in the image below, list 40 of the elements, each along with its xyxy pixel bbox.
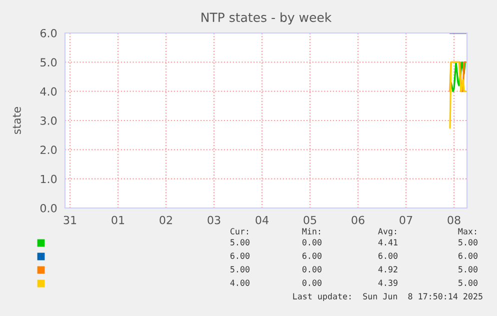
y-tick-label: 5.0 xyxy=(40,58,57,67)
text: 6.00 xyxy=(230,252,250,259)
text: 4.39 xyxy=(378,280,398,286)
chart-title: NTP states - by week xyxy=(202,12,332,24)
x-tick-label: 05 xyxy=(304,216,316,224)
text: Max: xyxy=(458,228,476,234)
x-tick-label: 04 xyxy=(256,216,268,224)
text: 6.00 xyxy=(458,252,478,259)
text: 4.41 xyxy=(378,239,398,246)
y-axis-title: state xyxy=(12,107,21,134)
text: 5.00 xyxy=(458,266,478,272)
text: Avg: xyxy=(378,228,396,236)
y-tick-label: 2.0 xyxy=(40,146,57,154)
text: 0.00 xyxy=(302,239,322,246)
x-tick-label: 07 xyxy=(400,216,412,224)
x-tick-label: 08 xyxy=(448,216,460,224)
text: 4.00 xyxy=(230,280,250,286)
y-tick-label: 0.0 xyxy=(40,204,57,212)
x-tick-label: 01 xyxy=(112,216,124,224)
x-tick-label: 02 xyxy=(160,216,172,224)
text: 5.00 xyxy=(458,280,478,286)
text: Last update: Sun Jun 8 17:50:14 2025 xyxy=(293,292,482,302)
text: 5.00 xyxy=(230,239,250,246)
text: 4.92 xyxy=(378,266,398,272)
y-tick-label: 1.0 xyxy=(40,174,57,184)
x-tick-label: 06 xyxy=(352,216,364,224)
text: Cur: xyxy=(230,228,248,234)
y-tick-label: 3.0 xyxy=(40,116,57,125)
x-tick-label: 03 xyxy=(208,216,220,224)
text: 5.00 xyxy=(458,239,478,246)
line-series xyxy=(449,61,467,129)
text: 6.00 xyxy=(302,252,322,259)
text: 0.00 xyxy=(302,280,322,286)
text: 0.00 xyxy=(302,266,322,272)
y-tick-label: 4.0 xyxy=(40,87,57,96)
y-tick-label: 6.0 xyxy=(40,28,57,38)
text: Min: xyxy=(302,228,320,234)
x-tick-label: 31 xyxy=(64,216,76,224)
text: 5.00 xyxy=(230,266,250,272)
text: 6.00 xyxy=(378,252,398,259)
